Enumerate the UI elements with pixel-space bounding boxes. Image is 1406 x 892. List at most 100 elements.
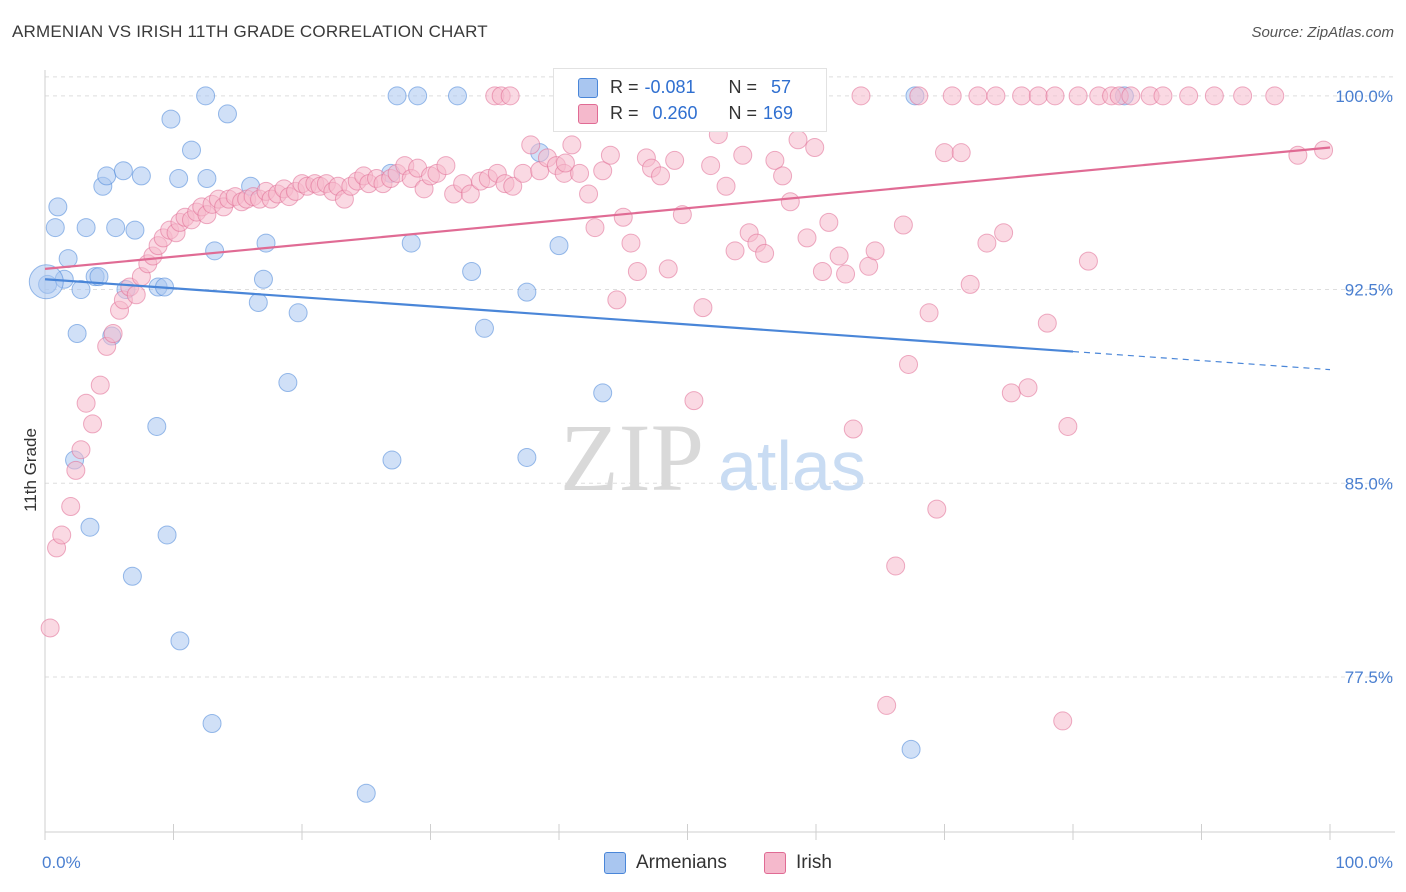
point-irish (829, 246, 849, 266)
legend-n-value: 169 (763, 103, 794, 123)
point-irish (627, 261, 647, 281)
point-armenians (387, 86, 407, 106)
x-tick-label: 100.0% (1335, 853, 1393, 872)
point-irish (66, 460, 86, 480)
tick-labels: 77.5% 85.0% 92.5% 100.0% 0.0% 100.0% (42, 87, 1393, 872)
point-irish (1053, 711, 1073, 731)
point-armenians (253, 269, 273, 289)
legend-r-label: R = (610, 103, 639, 123)
point-armenians (288, 303, 308, 323)
y-tick-label: 77.5% (1345, 668, 1393, 687)
point-irish (805, 137, 825, 157)
point-irish (555, 153, 575, 173)
point-armenians (157, 525, 177, 545)
point-armenians (462, 261, 482, 281)
point-irish (658, 259, 678, 279)
point-irish (613, 207, 633, 227)
point-armenians (205, 241, 225, 261)
point-irish (621, 233, 641, 253)
watermark-zip: ZIP (560, 404, 704, 511)
point-irish (600, 145, 620, 165)
point-irish (436, 156, 456, 176)
point-armenians (278, 373, 298, 393)
point-irish (1018, 378, 1038, 398)
point-armenians (197, 168, 217, 188)
legend-n-label: N = (728, 103, 758, 123)
point-irish (977, 233, 997, 253)
point-irish (780, 192, 800, 212)
trend-line-irish (44, 146, 1331, 270)
point-irish (819, 212, 839, 232)
point-armenians (147, 416, 167, 436)
point-irish (865, 241, 885, 261)
legend-swatch-irish (764, 852, 786, 874)
point-armenians (517, 282, 537, 302)
watermark-atlas: atlas (718, 427, 866, 505)
point-armenians (125, 220, 145, 240)
point-irish (1153, 86, 1173, 106)
point-irish (968, 86, 988, 106)
legend-r-label: R = (610, 77, 639, 97)
legend-item-armenians: Armenians (604, 852, 727, 874)
point-irish (693, 298, 713, 318)
legend-n-label: N = (728, 77, 758, 97)
point-irish (942, 86, 962, 106)
point-armenians (196, 86, 216, 106)
point-armenians (97, 166, 117, 186)
point-irish (927, 499, 947, 519)
trend-extension-armenians (1072, 350, 1331, 371)
point-irish (40, 618, 60, 638)
y-tick-label: 92.5% (1345, 281, 1393, 300)
point-armenians (76, 218, 96, 238)
point-irish (919, 303, 939, 323)
legend-label-irish: Irish (796, 852, 832, 873)
point-armenians (48, 197, 68, 217)
point-irish (684, 391, 704, 411)
y-tick-label: 100.0% (1335, 87, 1393, 106)
legend-swatch-irish (578, 103, 598, 124)
point-irish (935, 143, 954, 163)
y-axis-label: 11th Grade (21, 428, 40, 512)
point-armenians (89, 267, 109, 287)
point-irish (500, 86, 520, 106)
legend-row-armenians: R = -0.081 N = 57 (578, 77, 791, 98)
point-irish (76, 393, 96, 413)
point-armenians (169, 168, 189, 188)
point-irish (570, 163, 590, 183)
point-irish (733, 145, 753, 165)
point-irish (651, 166, 671, 186)
point-irish (899, 354, 919, 374)
point-irish (61, 497, 81, 517)
point-irish (585, 218, 605, 238)
point-irish (1058, 416, 1078, 436)
point-armenians (113, 161, 133, 181)
point-armenians-large (28, 264, 64, 300)
legend-r-value: 0.260 (652, 103, 698, 123)
point-irish (994, 223, 1014, 243)
point-irish (90, 375, 110, 395)
point-irish (460, 184, 480, 204)
point-armenians (45, 218, 65, 238)
legend-label-armenians: Armenians (636, 852, 727, 873)
point-irish (797, 228, 817, 248)
point-irish (503, 176, 523, 196)
x-tick-label: 0.0% (42, 853, 81, 872)
point-armenians (58, 249, 78, 269)
point-armenians (80, 517, 100, 537)
legend-swatch-armenians (604, 852, 626, 874)
data-points (28, 86, 1334, 803)
point-irish (909, 86, 929, 106)
point-armenians (901, 739, 921, 759)
point-irish (103, 323, 123, 343)
legend-swatch-armenians (578, 77, 598, 98)
axes (44, 70, 1395, 840)
point-irish (513, 163, 533, 183)
point-irish (83, 414, 103, 434)
stats-legend: R = -0.081 N = 57 R = 0.260 N = 169 (553, 68, 827, 132)
point-irish (1265, 86, 1285, 106)
point-armenians (161, 109, 181, 129)
point-irish (812, 261, 832, 281)
point-armenians (248, 292, 268, 312)
point-irish (1121, 86, 1141, 106)
